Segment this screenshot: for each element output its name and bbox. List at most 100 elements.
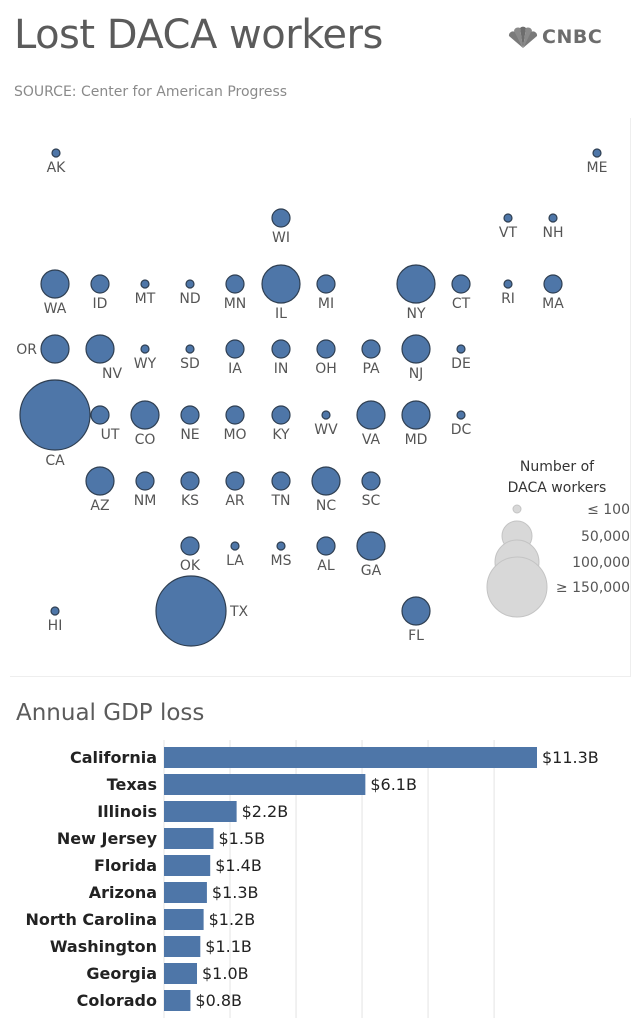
category-label: Texas bbox=[107, 775, 157, 794]
state-bubble-la bbox=[230, 541, 240, 551]
state-bubble-ga bbox=[356, 531, 386, 561]
state-label-vt: VT bbox=[499, 225, 518, 241]
state-bubble-de bbox=[456, 344, 466, 354]
source-note: SOURCE: Center for American Progress bbox=[14, 84, 288, 100]
state-label-al: AL bbox=[317, 558, 335, 574]
state-bubble-tx bbox=[155, 575, 227, 647]
state-label-ak: AK bbox=[47, 160, 67, 176]
state-label-tx: TX bbox=[229, 604, 249, 620]
state-label-ne: NE bbox=[180, 427, 199, 443]
bar-arizona bbox=[164, 882, 207, 903]
state-label-nh: NH bbox=[543, 225, 564, 241]
state-label-mn: MN bbox=[224, 296, 247, 312]
state-bubble-vt bbox=[503, 213, 513, 223]
state-label-sd: SD bbox=[180, 356, 200, 372]
state-bubble-ri bbox=[503, 279, 513, 289]
state-bubble-wv bbox=[321, 410, 331, 420]
legend-label-2: 50,000 bbox=[581, 529, 630, 545]
state-bubble-ny bbox=[396, 264, 436, 304]
state-bubble-oh bbox=[316, 339, 336, 359]
legend-bubble-1 bbox=[512, 504, 522, 514]
state-bubble-il bbox=[261, 264, 301, 304]
state-label-me: ME bbox=[587, 160, 608, 176]
state-bubble-nd bbox=[185, 279, 195, 289]
state-label-tn: TN bbox=[270, 493, 290, 509]
state-label-fl: FL bbox=[408, 628, 424, 644]
state-label-ga: GA bbox=[361, 563, 382, 579]
state-label-oh: OH bbox=[315, 361, 337, 377]
bar-illinois bbox=[164, 801, 237, 822]
bar-washington bbox=[164, 936, 201, 957]
logo-wordmark: CNBC bbox=[542, 26, 603, 48]
state-label-va: VA bbox=[362, 432, 381, 448]
state-bubble-ct bbox=[451, 274, 471, 294]
bar-new-jersey bbox=[164, 828, 214, 849]
category-label: Illinois bbox=[97, 802, 157, 821]
state-label-nm: NM bbox=[134, 493, 157, 509]
state-bubble-wa bbox=[40, 269, 70, 299]
state-label-ny: NY bbox=[406, 306, 425, 322]
state-bubble-ia bbox=[225, 339, 245, 359]
state-label-ok: OK bbox=[180, 558, 201, 574]
state-label-ar: AR bbox=[225, 493, 245, 509]
state-label-nj: NJ bbox=[409, 366, 424, 382]
state-bubble-ms bbox=[276, 541, 286, 551]
state-label-pa: PA bbox=[362, 361, 380, 377]
bar-georgia bbox=[164, 963, 198, 984]
state-bubble-or bbox=[40, 334, 70, 364]
category-label: North Carolina bbox=[26, 910, 157, 929]
state-bubble-tn bbox=[271, 471, 291, 491]
legend-bubble-4 bbox=[486, 556, 548, 618]
state-bubble-ok bbox=[180, 536, 200, 556]
state-bubble-hi bbox=[50, 606, 60, 616]
state-bubble-dc bbox=[456, 410, 466, 420]
category-label: Arizona bbox=[89, 883, 157, 902]
state-label-md: MD bbox=[405, 432, 428, 448]
value-label: $1.3B bbox=[212, 883, 259, 902]
legend-title-line2: DACA workers bbox=[508, 480, 607, 496]
value-label: $1.0B bbox=[202, 964, 249, 983]
state-bubble-ut bbox=[90, 405, 110, 425]
legend-label-1: ≤ 100 bbox=[587, 502, 630, 518]
state-label-hi: HI bbox=[48, 618, 63, 634]
state-label-in: IN bbox=[274, 361, 289, 377]
bubble-map-panel bbox=[10, 118, 631, 677]
state-label-ms: MS bbox=[271, 553, 292, 569]
category-label: California bbox=[70, 748, 157, 767]
state-bubble-fl bbox=[401, 596, 431, 626]
state-bubble-sd bbox=[185, 344, 195, 354]
state-label-az: AZ bbox=[90, 498, 109, 514]
state-bubble-mo bbox=[225, 405, 245, 425]
state-bubble-ma bbox=[543, 274, 563, 294]
state-label-co: CO bbox=[135, 432, 156, 448]
value-label: $1.1B bbox=[205, 937, 252, 956]
state-bubble-me bbox=[592, 148, 602, 158]
state-label-dc: DC bbox=[451, 422, 472, 438]
state-bubble-in bbox=[271, 339, 291, 359]
state-label-de: DE bbox=[451, 356, 471, 372]
state-bubble-nv bbox=[85, 334, 115, 364]
state-label-nv: NV bbox=[102, 366, 122, 382]
state-label-nd: ND bbox=[179, 291, 200, 307]
state-bubble-co bbox=[130, 400, 160, 430]
state-label-mo: MO bbox=[223, 427, 246, 443]
state-bubble-mn bbox=[225, 274, 245, 294]
category-label: Colorado bbox=[77, 991, 157, 1010]
state-bubble-wy bbox=[140, 344, 150, 354]
value-label: $1.5B bbox=[219, 829, 266, 848]
state-bubble-ca bbox=[19, 379, 91, 451]
state-bubble-ak bbox=[51, 148, 61, 158]
state-label-mi: MI bbox=[318, 296, 334, 312]
state-label-mt: MT bbox=[135, 291, 156, 307]
state-bubble-nh bbox=[548, 213, 558, 223]
state-label-nc: NC bbox=[316, 498, 336, 514]
peacock-icon bbox=[508, 26, 538, 48]
category-label: Georgia bbox=[86, 964, 157, 983]
category-label: Washington bbox=[50, 937, 157, 956]
legend-label-4: ≥ 150,000 bbox=[556, 580, 630, 596]
state-bubble-id bbox=[90, 274, 110, 294]
value-label: $0.8B bbox=[195, 991, 242, 1010]
state-label-ut: UT bbox=[101, 427, 120, 443]
state-bubble-nj bbox=[401, 334, 431, 364]
